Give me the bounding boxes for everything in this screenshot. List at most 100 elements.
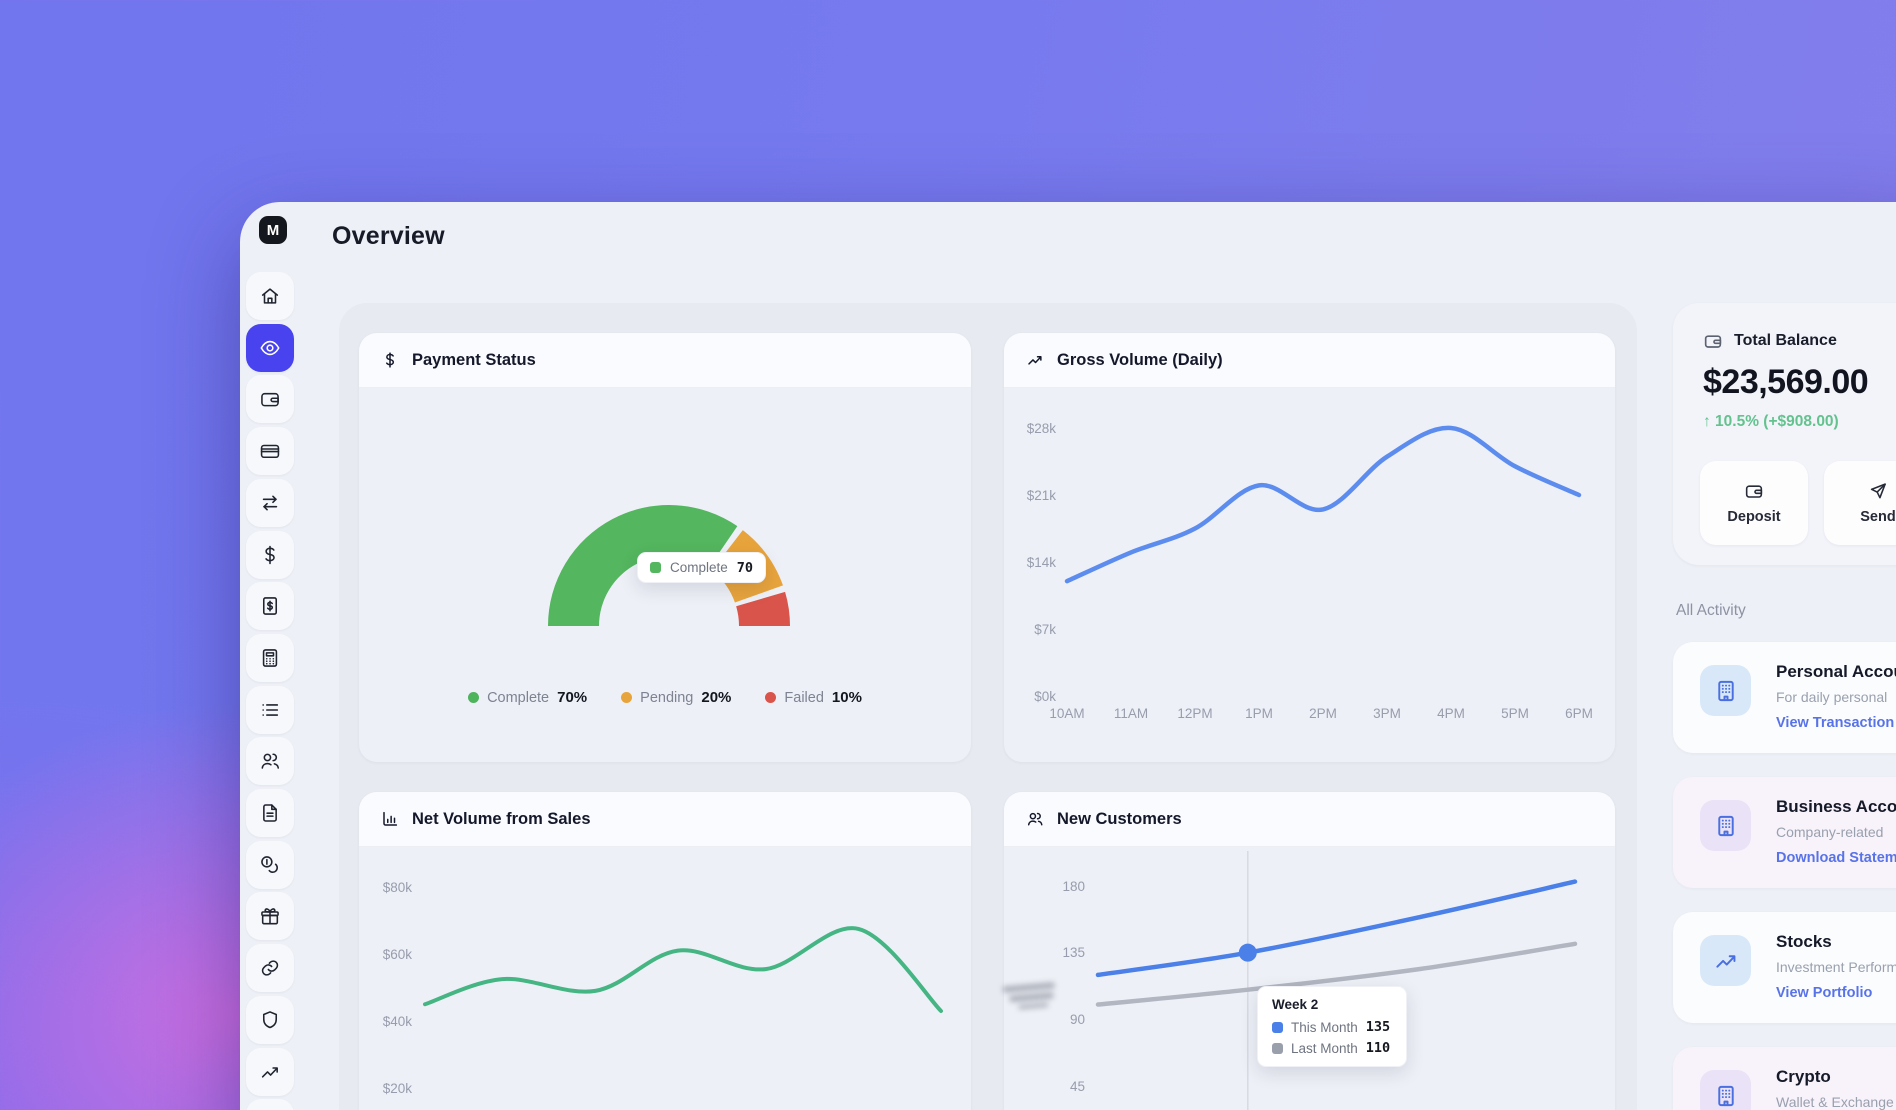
sidebar-item-trending-up[interactable] [246, 1047, 294, 1096]
tooltip-label: This Month [1291, 1019, 1358, 1035]
activity-item-crypto[interactable]: Crypto Wallet & Exchange [1673, 1047, 1896, 1110]
action-label: Send [1860, 509, 1896, 525]
sidebar-item-link[interactable] [246, 944, 294, 993]
legend-item-pending: Pending 20% [621, 689, 731, 706]
legend-dot [621, 692, 633, 703]
activity-subtitle: Wallet & Exchange [1776, 1094, 1894, 1110]
gift-icon [259, 905, 281, 927]
legend-value: 10% [831, 689, 862, 706]
week-tooltip-row: This Month 135 [1272, 1019, 1392, 1035]
transfer-icon [259, 492, 281, 514]
card-title: Gross Volume (Daily) [1057, 350, 1223, 369]
sidebar-item-shield[interactable] [246, 995, 294, 1044]
legend-value: 20% [701, 689, 732, 706]
legend-item-complete: Complete 70% [468, 689, 587, 706]
payment-status-header: Payment Status [359, 333, 971, 388]
coins-icon [259, 854, 281, 876]
activity-subtitle: For daily personal [1776, 689, 1888, 705]
dashboard-window: M Overview Payment Status Gross Volume (… [240, 202, 1896, 1110]
gross-volume-card[interactable]: Gross Volume (Daily) [1004, 333, 1615, 762]
legend-label: Complete [487, 689, 550, 706]
sidebar-item-users[interactable] [246, 737, 294, 786]
activity-link[interactable]: View Transaction [1776, 715, 1895, 731]
card-title: New Customers [1057, 809, 1182, 828]
action-label: Deposit [1727, 509, 1781, 525]
net-volume-card[interactable]: Net Volume from Sales [359, 792, 971, 1110]
send-icon [1868, 481, 1888, 501]
eye-icon [259, 337, 281, 359]
sidebar-item-coins[interactable] [246, 840, 294, 889]
dollar-icon [259, 544, 281, 566]
tooltip-value: 135 [1365, 1019, 1391, 1035]
activity-title: Stocks [1776, 932, 1832, 951]
tooltip-label: Last Month [1291, 1040, 1358, 1056]
legend-value: 70% [557, 689, 588, 706]
building-icon [1700, 665, 1751, 716]
tooltip-label: Complete [670, 560, 728, 575]
legend-item-failed: Failed 10% [765, 689, 862, 706]
week-tooltip-row: Last Month 110 [1272, 1040, 1392, 1056]
all-activity-heading: All Activity [1676, 602, 1746, 619]
total-balance-card: Total Balance $23,569.00 ↑ 10.5% (+$908.… [1673, 303, 1896, 565]
week-tooltip: Week 2 This Month 135 Last Month 110 [1257, 986, 1407, 1067]
sidebar-item-home[interactable] [246, 272, 294, 320]
document-icon [259, 802, 281, 824]
wallet-icon [1744, 481, 1764, 501]
credit-card-icon [259, 440, 281, 462]
shield-icon [259, 1009, 281, 1031]
sidebar-item-wallet[interactable] [246, 375, 294, 424]
activity-item-business-account[interactable]: Business Account Company-related Download… [1673, 777, 1896, 888]
bar-chart-icon [381, 810, 399, 828]
sidebar-item-eye[interactable] [246, 323, 294, 372]
activity-title: Business Account [1776, 797, 1896, 816]
balance-actions: Deposit Send [1700, 461, 1896, 545]
sidebar-item-dollar[interactable] [246, 530, 294, 579]
legend-dot [765, 692, 777, 703]
activity-link[interactable]: Download Statement [1776, 850, 1896, 866]
payment-legend: Complete 70% Pending 20% Failed 10% [359, 689, 971, 706]
sidebar-item-invoice[interactable] [246, 582, 294, 631]
trending-up-icon [259, 1061, 281, 1083]
activity-subtitle: Investment Performance [1776, 959, 1896, 975]
activity-item-stocks[interactable]: Stocks Investment Performance View Portfo… [1673, 912, 1896, 1023]
legend-label: Failed [784, 689, 824, 706]
building-icon [1700, 1070, 1751, 1110]
sidebar-item-list[interactable] [246, 685, 294, 734]
gauge-tooltip: Complete 70 [637, 552, 767, 583]
tooltip-value: 70 [736, 559, 754, 576]
sidebar-item-gift[interactable] [246, 892, 294, 941]
wallet-icon [1703, 331, 1723, 351]
app-logo[interactable]: M [259, 216, 287, 244]
building-icon [1700, 800, 1751, 851]
activity-title: Personal Account [1776, 662, 1896, 681]
total-balance-title: Total Balance [1734, 332, 1837, 349]
sidebar-item-calculator[interactable] [246, 633, 294, 682]
send-button[interactable]: Send [1824, 461, 1896, 545]
sidebar-item-phone[interactable] [246, 1099, 294, 1110]
blurred-smudge [1002, 977, 1066, 1026]
legend-label: Pending [640, 689, 694, 706]
tooltip-value: 110 [1365, 1040, 1391, 1056]
sidebar-item-transfer[interactable] [246, 478, 294, 527]
users-icon [1026, 810, 1044, 828]
trending-up-icon [1700, 935, 1751, 986]
users-icon [259, 750, 281, 772]
sidebar-item-document[interactable] [246, 789, 294, 837]
home-icon [259, 285, 281, 307]
card-title: Net Volume from Sales [412, 809, 591, 828]
activity-item-personal-account[interactable]: Personal Account For daily personal View … [1673, 642, 1896, 753]
tooltip-swatch [650, 562, 661, 573]
activity-title: Crypto [1776, 1067, 1831, 1086]
sidebar-item-credit-card[interactable] [246, 427, 294, 476]
total-balance-change: ↑ 10.5% (+$908.00) [1703, 413, 1839, 430]
deposit-button[interactable]: Deposit [1700, 461, 1808, 545]
net-volume-header: Net Volume from Sales [359, 792, 971, 847]
dollar-icon [381, 351, 399, 369]
week-tooltip-title: Week 2 [1272, 997, 1319, 1012]
total-balance-head: Total Balance [1703, 331, 1837, 351]
activity-link[interactable]: View Portfolio [1776, 985, 1873, 1001]
total-balance-amount: $23,569.00 [1703, 363, 1869, 401]
link-icon [259, 957, 281, 979]
wallet-icon [259, 388, 281, 410]
